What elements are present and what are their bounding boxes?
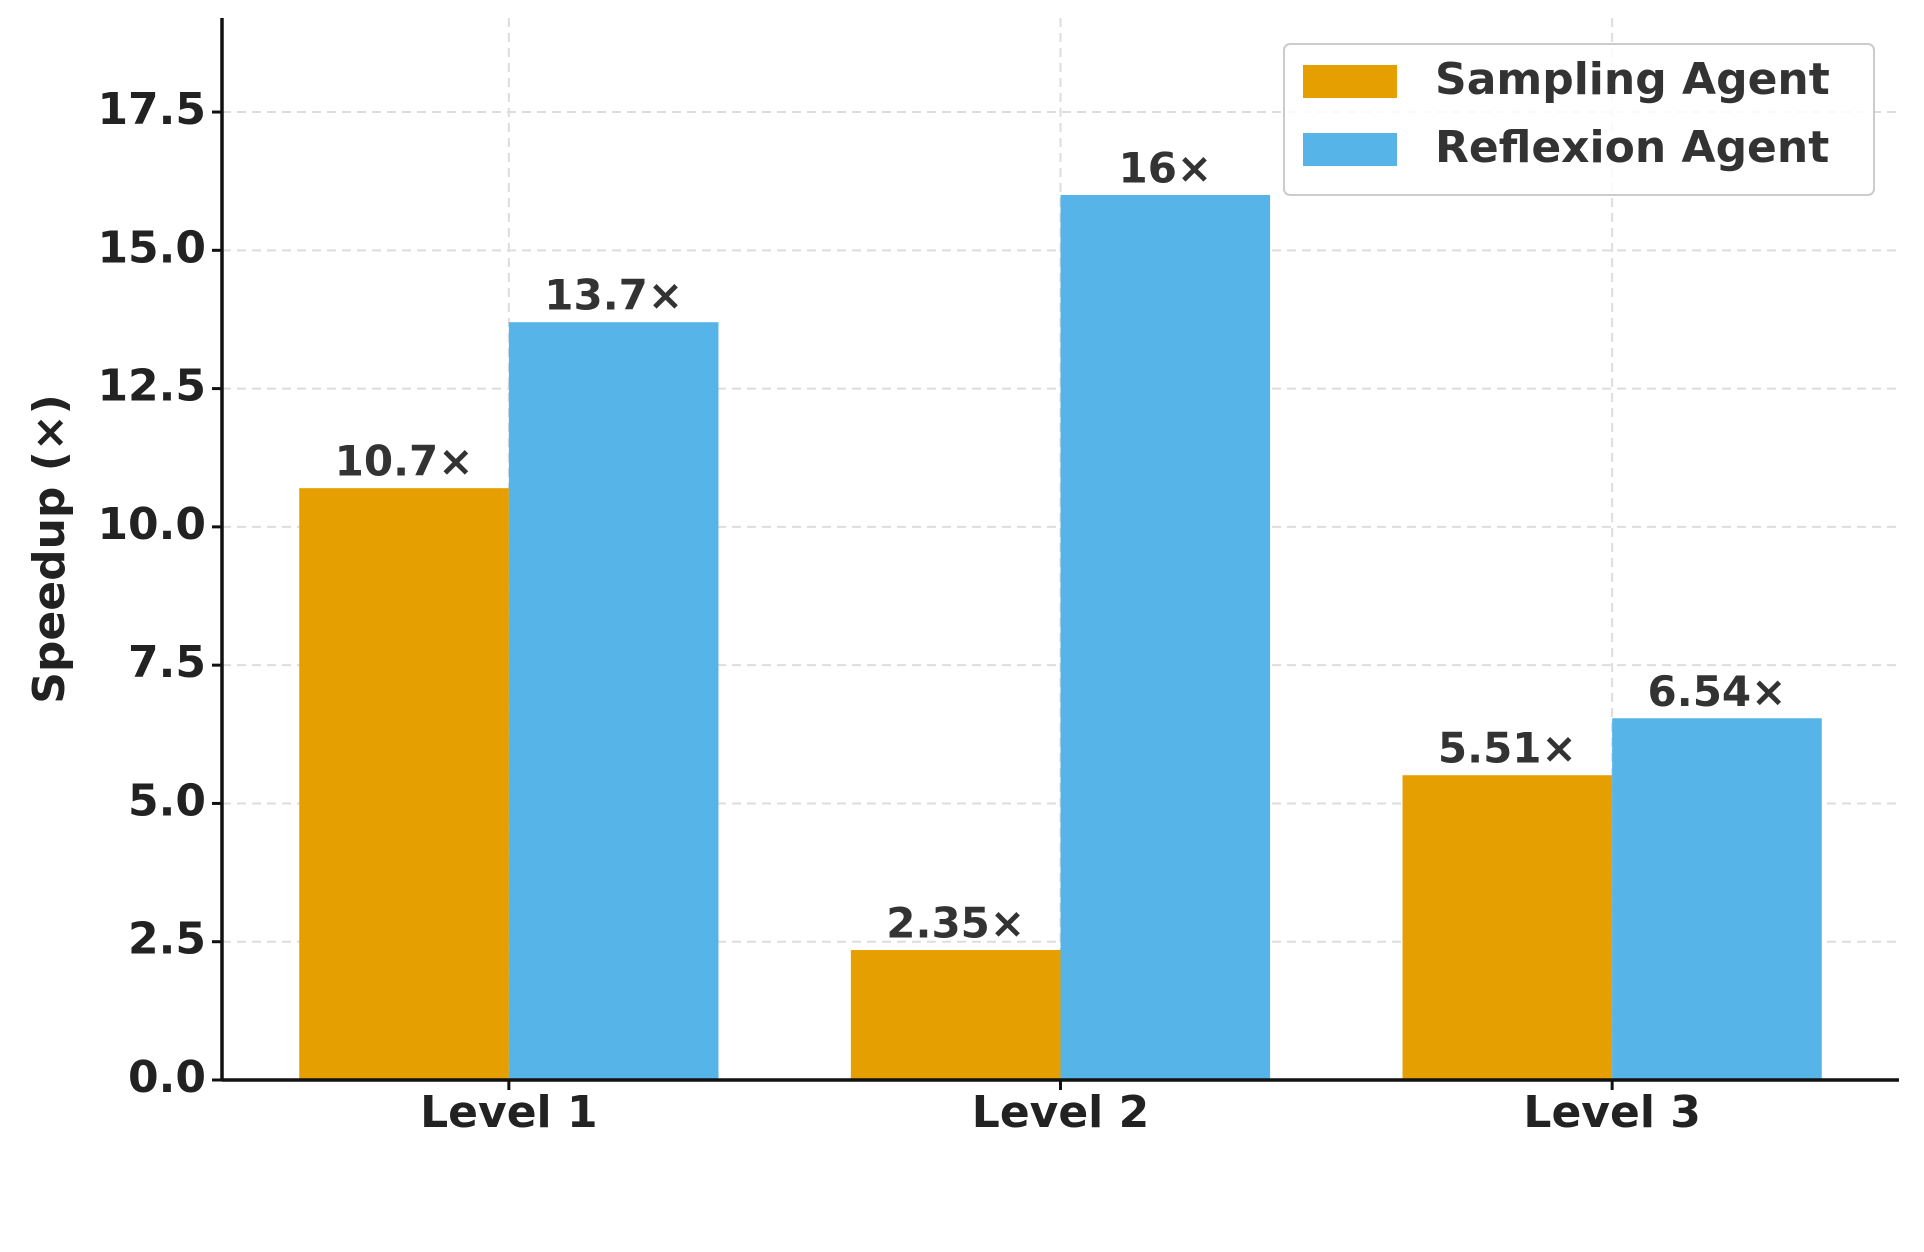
y-tick-label: 10.0: [97, 499, 206, 550]
value-label: 13.7×: [544, 271, 683, 320]
bar: [1612, 718, 1822, 1080]
x-tick-label: Level 3: [1523, 1087, 1700, 1138]
value-label: 5.51×: [1438, 724, 1577, 773]
x-tick-label: Level 1: [420, 1087, 597, 1138]
x-tick-label: Level 2: [972, 1087, 1149, 1138]
legend-swatch: [1303, 65, 1397, 98]
legend-swatch: [1303, 133, 1397, 166]
legend-label: Sampling Agent: [1435, 54, 1830, 105]
y-tick-label: 5.0: [128, 775, 206, 826]
y-axis-label: Speedup (×): [24, 394, 75, 704]
bar: [1060, 195, 1271, 1080]
bar: [1402, 775, 1613, 1080]
y-tick-label: 0.0: [128, 1052, 206, 1103]
bar: [299, 488, 509, 1080]
legend-box: [1283, 43, 1875, 196]
y-tick-label: 7.5: [128, 637, 206, 688]
value-label: 16×: [1118, 144, 1212, 193]
legend-label: Reflexion Agent: [1435, 122, 1829, 173]
bar: [850, 950, 1061, 1080]
bar: [508, 322, 719, 1080]
value-label: 6.54×: [1648, 667, 1787, 716]
value-label: 2.35×: [886, 899, 1025, 948]
value-label: 10.7×: [335, 437, 474, 486]
y-tick-label: 12.5: [97, 361, 206, 412]
y-tick-label: 15.0: [97, 222, 206, 273]
y-tick-label: 2.5: [128, 914, 206, 965]
y-tick-label: 17.5: [97, 84, 206, 135]
